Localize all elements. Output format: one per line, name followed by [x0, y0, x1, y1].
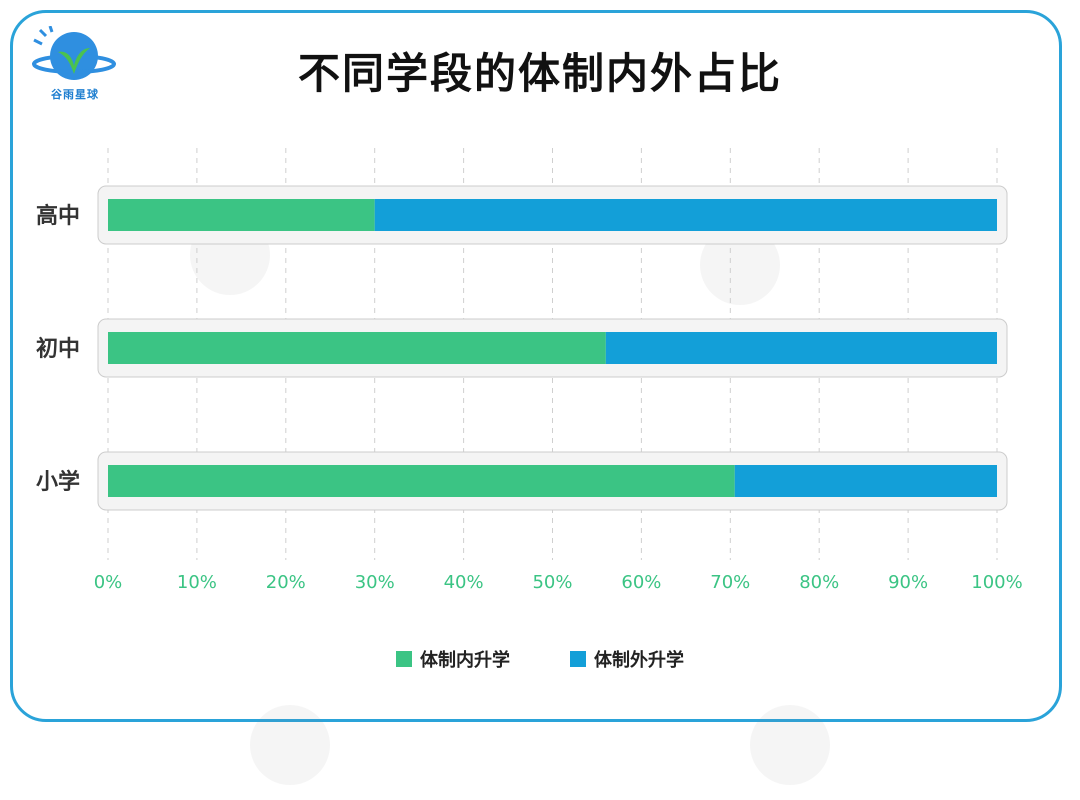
bar-segment	[605, 332, 997, 364]
logo-text: 谷雨星球	[51, 88, 99, 101]
chart-title: 不同学段的体制内外占比	[297, 49, 782, 98]
planet-logo-icon	[32, 25, 116, 80]
x-tick-label: 60%	[621, 572, 661, 593]
x-tick-label: 40%	[444, 572, 484, 593]
bar-segment	[108, 199, 375, 231]
x-tick-label: 90%	[888, 572, 928, 593]
category-label: 高中	[36, 203, 80, 229]
category-label: 小学	[36, 469, 80, 495]
legend-label-inside: 体制内升学	[420, 650, 510, 671]
x-tick-label: 100%	[971, 572, 1022, 593]
bar-segment	[108, 465, 735, 497]
legend-item-inside: 体制内升学	[396, 646, 510, 672]
watermark-icon	[700, 225, 780, 305]
watermark-icon	[750, 705, 830, 785]
x-tick-label: 0%	[94, 572, 123, 593]
x-tick-label: 70%	[710, 572, 750, 593]
bar-segment	[734, 465, 997, 497]
watermark-icon	[250, 705, 330, 785]
legend-swatch-outside	[570, 651, 586, 667]
legend-swatch-inside	[396, 651, 412, 667]
legend-label-outside: 体制外升学	[594, 650, 684, 671]
logo: 谷雨星球	[30, 25, 120, 101]
x-tick-label: 20%	[266, 572, 306, 593]
bar-segment	[108, 332, 606, 364]
x-tick-label: 30%	[355, 572, 395, 593]
x-tick-label: 10%	[177, 572, 217, 593]
x-tick-label: 50%	[532, 572, 572, 593]
category-label: 初中	[36, 336, 80, 362]
legend: 体制内升学 体制外升学	[0, 646, 1080, 672]
legend-item-outside: 体制外升学	[570, 646, 684, 672]
bar-segment	[374, 199, 997, 231]
x-tick-label: 80%	[799, 572, 839, 593]
